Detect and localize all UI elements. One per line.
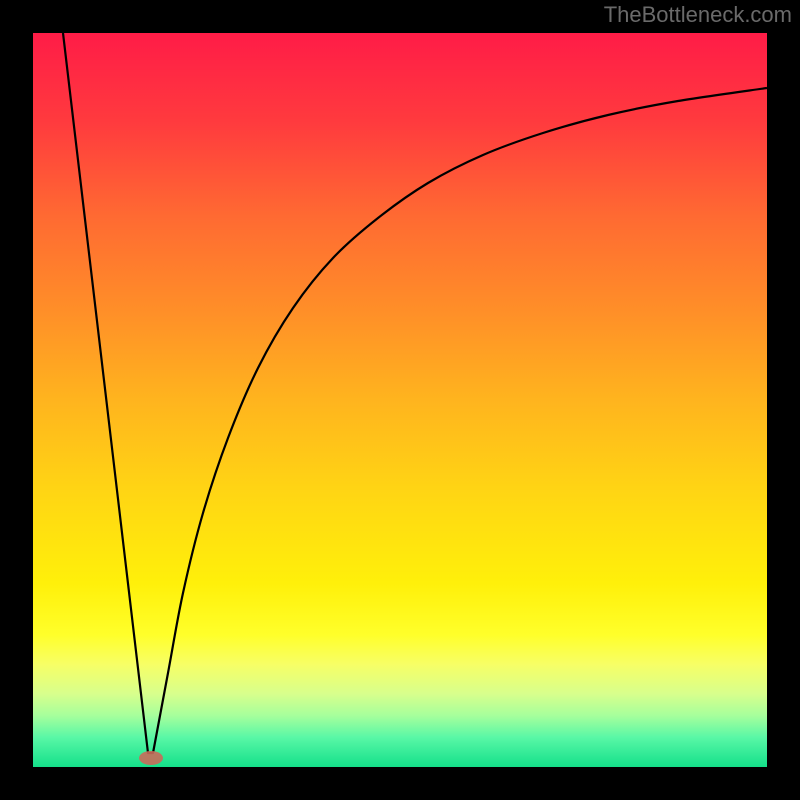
watermark-text: TheBottleneck.com [604, 2, 792, 28]
dip-marker [139, 751, 163, 765]
plot-background [33, 33, 767, 767]
chart-container: TheBottleneck.com [0, 0, 800, 800]
chart-svg [0, 0, 800, 800]
